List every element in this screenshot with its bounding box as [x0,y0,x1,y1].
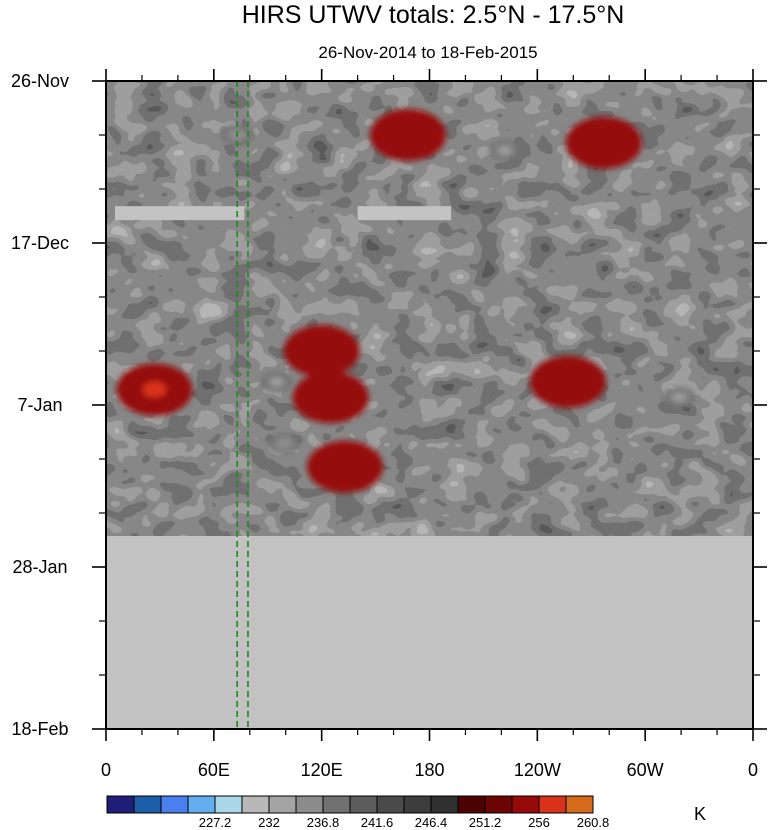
warm-region-level [142,381,167,398]
cold-region [488,140,521,161]
missing-rows [114,206,452,221]
colorbar-label: 227.2 [199,815,232,830]
warm-region-level [369,109,446,161]
colorbar-swatch [322,795,351,814]
colorbar-swatch [511,795,540,814]
colorbar-label: 232 [258,815,280,830]
colorbar-swatch [349,795,378,814]
colorbar-swatch [106,795,135,814]
y-tick-label: 17-Dec [11,233,69,253]
x-tick-label: 120E [301,760,343,780]
colorbar-swatch [214,795,243,814]
colorbar-swatch [160,795,189,814]
y-tick-label: 26-Nov [11,71,69,91]
colorbar-swatch [187,795,216,814]
regions-layer [116,109,696,493]
cold-region [663,387,696,408]
colorbar-swatch [538,795,567,814]
colorbar-swatch [241,795,270,814]
x-tick-label: 60E [198,760,230,780]
colorbar: 227.2 232 236.8 241.6 246.4 251.2 256 260.8 [106,795,610,830]
plot-area [106,81,753,729]
cold-region [260,371,293,392]
colorbar-swatch [268,795,297,814]
warm-region [529,355,606,408]
x-tick-label: 60W [627,760,664,780]
y-tick-label: 7-Jan [17,395,62,415]
missing-data-strip [114,206,245,221]
reference-lines [236,81,249,729]
x-tick-label: 0 [748,760,758,780]
axes: 0 60E 120E 180 120W 60W 0 26-Nov 17-Dec 7-Jan 28-J… [11,69,767,780]
warm-region-level [577,125,630,160]
colorbar-label: 246.4 [415,815,448,830]
warm-region-level [529,355,606,408]
cold-region-level [273,437,294,450]
colorbar-swatch [403,795,432,814]
chart-title: HIRS UTWV totals: 2.5°N - 17.5°N [242,1,625,29]
missing-data-strip [357,206,452,221]
colorbar-swatch [376,795,405,814]
colorbar-swatch [133,795,162,814]
warm-region [283,325,360,377]
y-tick-label: 28-Jan [12,557,67,577]
x-tick-label: 120W [514,760,561,780]
y-tick-label: 18-Feb [11,719,68,739]
colorbar-swatch [430,795,459,814]
colorbar-unit: K [694,804,706,824]
colorbar-swatch [457,795,486,814]
field-texture [106,81,753,537]
cold-region [267,433,300,454]
cold-region-level [499,147,510,154]
warm-region [116,363,193,416]
x-tick-label: 0 [101,760,111,780]
warm-region-level [304,380,357,415]
warm-region [369,109,446,161]
chart-subtitle: 26-Nov-2014 to 18-Feb-2015 [318,43,537,62]
warm-region-level [283,325,360,377]
warm-region [307,440,384,493]
colorbar-label: 236.8 [307,815,340,830]
cold-region-level [271,378,282,385]
colorbar-swatch [565,795,594,814]
warm-region-level [319,449,372,484]
warm-region [565,116,642,169]
colorbar-label: 260.8 [577,815,610,830]
cold-region-level [674,394,685,401]
colorbar-label: 241.6 [361,815,394,830]
colorbar-label: 256 [528,815,550,830]
colorbar-label: 251.2 [469,815,502,830]
x-tick-label: 180 [414,760,444,780]
warm-region [292,371,369,424]
colorbar-swatch [484,795,513,814]
colorbar-swatch [295,795,324,814]
missing-data-area [106,536,753,729]
